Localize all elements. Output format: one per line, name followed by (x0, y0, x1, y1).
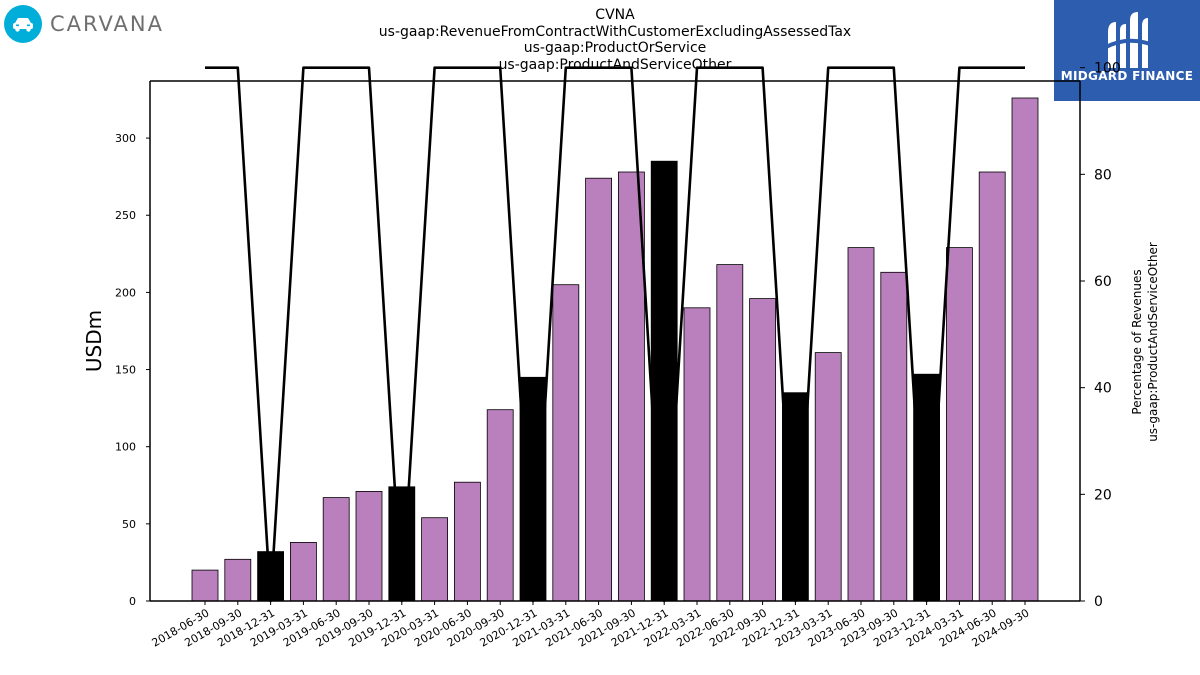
y-tick-label-50: 50 (122, 518, 136, 531)
bar-2024-03-31 (946, 247, 973, 602)
bar-2023-09-30 (880, 271, 908, 602)
y-right-tick-label-0: 0 (1094, 594, 1103, 610)
bar-2021-12-31 (650, 160, 678, 602)
bar-2020-03-31 (421, 517, 449, 602)
y-right-tick-label-40: 40 (1094, 381, 1112, 397)
bar-2021-03-31 (552, 284, 580, 602)
y-ticks-left-group: 0 50 100 150 200 250 300 (115, 132, 150, 608)
chart-subtitle-3: us-gaap:ProductAndServiceOther (498, 56, 732, 73)
y-tick-label-150: 150 (115, 364, 136, 377)
bar-2018-09-30 (224, 558, 252, 602)
y-ticks-right-group: 0 20 40 60 80 100 (1080, 61, 1121, 610)
y-axis-right-label-line2: us-gaap:ProductAndServiceOther (1146, 242, 1160, 442)
axes-group (149, 80, 1081, 602)
x-ticks-group: 2018-06-302018-09-302018-12-312019-03-31… (150, 601, 1032, 650)
bar-2019-09-30 (355, 490, 383, 602)
y-right-tick-label-20: 20 (1094, 487, 1112, 503)
y-tick-label-300: 300 (115, 132, 136, 145)
car-icon (4, 5, 42, 43)
bar-2020-09-30 (486, 409, 514, 602)
y-right-tick-label-80: 80 (1094, 167, 1112, 183)
y-axis-label: USDm (82, 310, 106, 372)
y-tick-label-0: 0 (129, 595, 136, 608)
bar-2023-12-31 (913, 373, 940, 602)
y-right-tick-label-100: 100 (1094, 61, 1121, 77)
midgard-wordmark: MIDGARD FINANCE (1060, 69, 1194, 83)
y-tick-label-250: 250 (115, 209, 136, 222)
bar-2020-12-31 (519, 376, 547, 602)
bar-2022-09-30 (749, 298, 776, 602)
y-tick-label-200: 200 (115, 286, 136, 299)
bar-2021-06-30 (585, 177, 612, 602)
percentage-line (205, 66, 1025, 603)
midgard-logo-icon (1104, 12, 1150, 68)
chart-title: CVNA (595, 7, 635, 23)
y-right-tick-label-60: 60 (1094, 274, 1112, 290)
midgard-finance-logo: MIDGARD FINANCE (1054, 0, 1200, 101)
chart-subtitle-1: us-gaap:RevenueFromContractWithCustomerE… (378, 23, 852, 40)
bar-2022-03-31 (683, 307, 711, 602)
bar-2022-12-31 (782, 392, 809, 602)
bar-2019-03-31 (289, 542, 317, 602)
bar-2024-09-30 (1011, 97, 1039, 602)
bar-2023-06-30 (847, 247, 875, 602)
bar-2023-03-31 (814, 352, 842, 602)
carvana-logo: CARVANA (4, 4, 164, 44)
bar-2018-06-30 (191, 569, 219, 602)
bar-2022-06-30 (716, 264, 744, 602)
chart-titles: CVNA us-gaap:RevenueFromContractWithCust… (300, 7, 930, 73)
bars-group (191, 97, 1039, 602)
y-tick-label-100: 100 (115, 441, 136, 454)
percentage-line-group (205, 66, 1025, 603)
bar-2021-09-30 (618, 171, 645, 602)
bar-2019-06-30 (322, 497, 350, 602)
y-axis-right-label-line1: Percentage of Revenues (1130, 269, 1144, 414)
bar-2020-06-30 (453, 481, 481, 602)
chart-subtitle-2: us-gaap:ProductOrService (523, 40, 707, 56)
bar-2024-06-30 (978, 171, 1006, 602)
carvana-wordmark: CARVANA (50, 12, 164, 36)
